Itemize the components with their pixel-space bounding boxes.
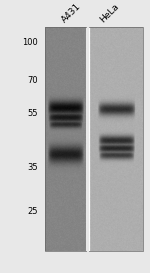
Text: A431: A431 (60, 2, 83, 25)
Text: 35: 35 (28, 164, 38, 172)
Text: 25: 25 (28, 207, 38, 216)
FancyBboxPatch shape (0, 251, 150, 273)
Text: 55: 55 (28, 109, 38, 118)
Text: 100: 100 (22, 38, 38, 47)
Bar (45, 27, 142, 251)
Text: 70: 70 (28, 76, 38, 85)
FancyBboxPatch shape (142, 0, 150, 273)
FancyBboxPatch shape (0, 0, 45, 273)
FancyBboxPatch shape (0, 0, 150, 27)
Text: HeLa: HeLa (99, 2, 121, 25)
